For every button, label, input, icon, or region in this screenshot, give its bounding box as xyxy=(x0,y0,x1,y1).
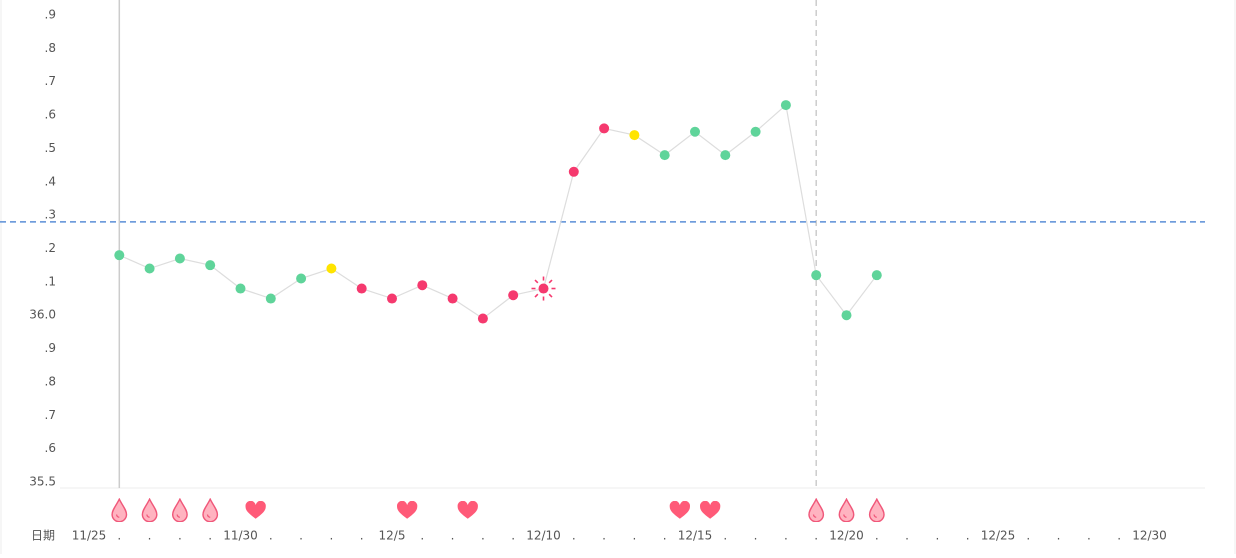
x-tick-label: . xyxy=(905,529,909,543)
temperature-point xyxy=(871,270,882,281)
y-tick-label: .3 xyxy=(45,208,56,222)
x-tick-label: . xyxy=(1117,529,1121,543)
temperature-point xyxy=(326,263,337,274)
period-icon xyxy=(808,498,825,522)
x-tick-label: . xyxy=(754,529,758,543)
x-tick-label: . xyxy=(814,529,818,543)
x-tick-label: . xyxy=(875,529,879,543)
temperature-point xyxy=(447,293,458,304)
period-icon xyxy=(838,498,855,522)
x-tick-label: . xyxy=(420,529,424,543)
period-icon xyxy=(141,498,158,522)
temperature-point xyxy=(265,293,276,304)
temperature-point xyxy=(750,126,761,137)
x-tick-label: . xyxy=(148,529,152,543)
y-tick-label: .7 xyxy=(45,74,56,88)
period-icon xyxy=(202,498,219,522)
period-icon xyxy=(111,498,128,522)
love-icon xyxy=(457,501,478,519)
y-tick-label: .1 xyxy=(45,274,56,288)
y-tick-label: 35.5 xyxy=(29,475,56,489)
ovulation-ray xyxy=(534,279,539,284)
period-icon xyxy=(868,498,885,522)
x-tick-label: . xyxy=(935,529,939,543)
temperature-point xyxy=(629,130,640,141)
temperature-point xyxy=(235,283,246,294)
x-tick-label: . xyxy=(511,529,515,543)
love-icon xyxy=(245,501,266,519)
x-tick-label: . xyxy=(723,529,727,543)
x-tick-label: 12/10 xyxy=(526,529,561,543)
x-tick-label: . xyxy=(360,529,364,543)
temperature-point xyxy=(387,293,397,304)
temperature-point xyxy=(659,150,670,161)
ovulation-ray xyxy=(534,293,539,298)
x-tick-label: 11/30 xyxy=(223,529,258,543)
temperature-point xyxy=(296,273,307,284)
period-icon xyxy=(171,498,188,522)
temperature-point xyxy=(811,270,822,281)
y-tick-label: 36.0 xyxy=(29,308,56,322)
x-axis-label: 日期 xyxy=(31,529,55,543)
x-tick-label: . xyxy=(602,529,606,543)
temperature-line xyxy=(119,103,878,320)
y-tick-label: .4 xyxy=(45,174,56,188)
x-tick-label: . xyxy=(1087,529,1091,543)
y-tick-label: .8 xyxy=(45,41,56,55)
x-tick-label: . xyxy=(1026,529,1030,543)
ovulation-ray xyxy=(548,293,553,298)
love-icon xyxy=(669,501,691,519)
y-tick-label: .5 xyxy=(45,141,56,155)
y-tick-label: .8 xyxy=(45,374,56,388)
x-tick-label: . xyxy=(329,529,333,543)
x-tick-label: . xyxy=(663,529,667,543)
y-tick-label: .6 xyxy=(45,441,56,455)
x-tick-label: . xyxy=(269,529,273,543)
love-icon xyxy=(699,501,721,519)
temperature-point xyxy=(356,283,367,294)
x-tick-label: . xyxy=(572,529,576,543)
x-tick-label: . xyxy=(178,529,182,543)
temperature-point xyxy=(720,150,731,161)
temperature-point xyxy=(114,250,125,261)
temperature-point xyxy=(841,310,852,321)
temperature-point xyxy=(538,283,549,294)
x-tick-label: 12/25 xyxy=(981,529,1016,543)
x-tick-label: . xyxy=(966,529,970,543)
temperature-point xyxy=(568,166,579,177)
x-tick-label: 12/30 xyxy=(1132,529,1167,543)
temperature-point xyxy=(417,280,428,291)
love-icon xyxy=(396,501,418,519)
temperature-point xyxy=(690,126,700,137)
x-tick-label: 11/25 xyxy=(72,529,107,543)
temperature-point xyxy=(780,100,791,111)
x-tick-label: . xyxy=(632,529,636,543)
x-tick-label: . xyxy=(451,529,455,543)
y-tick-label: .9 xyxy=(45,341,56,355)
y-tick-label: .9 xyxy=(45,8,56,22)
ovulation-ray xyxy=(548,279,553,284)
x-tick-label: . xyxy=(1057,529,1061,543)
x-tick-label: . xyxy=(117,529,121,543)
temperature-point xyxy=(144,263,155,274)
x-tick-label: . xyxy=(208,529,212,543)
x-tick-label: . xyxy=(481,529,485,543)
temperature-point xyxy=(508,290,519,301)
y-tick-label: .6 xyxy=(45,108,56,122)
x-tick-label: 12/5 xyxy=(379,529,406,543)
temperature-point xyxy=(174,253,185,264)
y-tick-label: .7 xyxy=(45,408,56,422)
temperature-point xyxy=(477,313,488,324)
temperature-point xyxy=(205,260,216,271)
x-tick-label: . xyxy=(784,529,788,543)
x-tick-label: 12/20 xyxy=(829,529,864,543)
x-tick-label: 12/15 xyxy=(678,529,713,543)
temperature-point xyxy=(599,123,610,134)
y-tick-label: .2 xyxy=(45,241,56,255)
x-tick-label: . xyxy=(299,529,303,543)
